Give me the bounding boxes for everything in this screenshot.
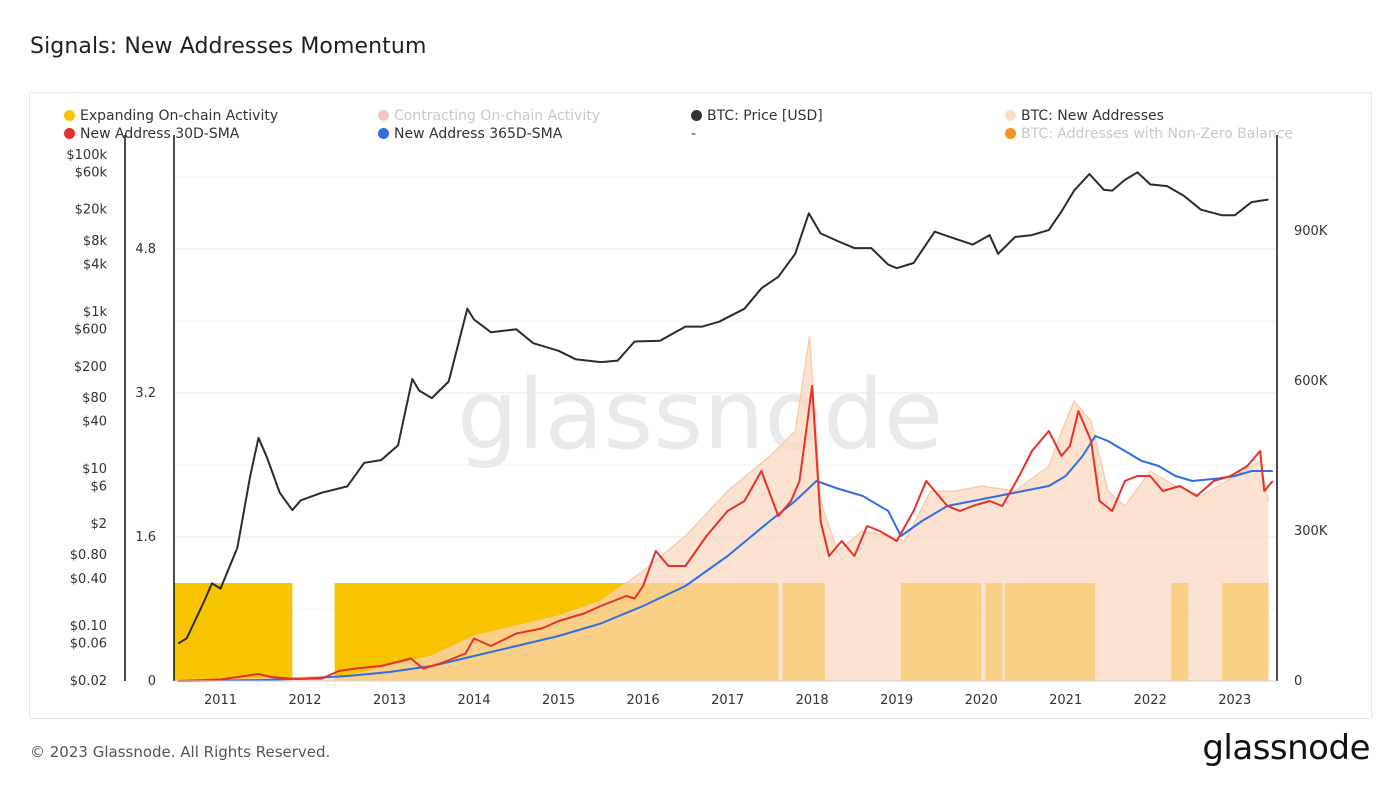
x-tick-label: 2019 <box>880 693 913 708</box>
x-tick-label: 2020 <box>965 693 998 708</box>
signal-tick-label: 3.2 <box>135 386 156 401</box>
price-tick-label: $80 <box>82 391 107 406</box>
price-tick-label: $0.06 <box>70 637 107 652</box>
x-tick-label: 2018 <box>796 693 829 708</box>
price-tick-label: $8k <box>83 234 108 249</box>
expanding-region <box>174 583 293 681</box>
legend-label: Contracting On-chain Activity <box>394 108 600 124</box>
legend-swatch <box>64 110 75 121</box>
series-line-new-address-30d-sma <box>178 385 1274 682</box>
legend-swatch <box>64 128 75 139</box>
chart-panel: glassnode $100k $60k $20k $8k $4k $1k $600 $200… <box>29 92 1372 719</box>
signal-tick-label: 0 <box>148 674 156 689</box>
address-tick-label: 300K <box>1294 524 1328 539</box>
x-tick-label: 2021 <box>1049 693 1082 708</box>
legend-label: BTC: New Addresses <box>1021 108 1164 124</box>
watermark-text: glassnode <box>457 359 943 471</box>
series-layer <box>177 171 1274 682</box>
legend-swatch <box>378 110 389 121</box>
series-line-btc-price-usd <box>177 171 1269 645</box>
price-tick-label: $1k <box>83 305 108 320</box>
series-line-new-address-365d-sma <box>178 435 1273 682</box>
legend-label: BTC: Addresses with Non-Zero Balance <box>1021 126 1294 142</box>
legend-item[interactable]: BTC: Addresses with Non-Zero Balance <box>1005 125 1293 143</box>
series-area-btc-new-addresses <box>178 336 1269 681</box>
price-tick-label: $60k <box>75 165 108 180</box>
x-tick-label: 2011 <box>204 693 237 708</box>
x-tick-label: 2015 <box>542 693 575 708</box>
legend-swatch <box>1005 128 1016 139</box>
legend-swatch <box>1005 110 1016 121</box>
address-tick-label: 900K <box>1294 224 1328 239</box>
signal-tick-label: 4.8 <box>135 242 156 257</box>
x-tick-label: 2016 <box>627 693 660 708</box>
legend-label: New Address 365D-SMA <box>394 126 563 142</box>
address-tick-label: 600K <box>1294 374 1328 389</box>
price-tick-label: $200 <box>74 360 107 375</box>
x-tick-label: 2013 <box>373 693 406 708</box>
legend-item[interactable]: Contracting On-chain Activity <box>378 107 600 125</box>
legend-label: New Address 30D-SMA <box>80 126 240 142</box>
price-tick-label: $0.10 <box>70 619 107 634</box>
legend: Expanding On-chain Activity Contracting O… <box>30 93 1371 143</box>
price-tick-label: $20k <box>75 203 108 218</box>
legend-item[interactable]: New Address 30D-SMA <box>64 125 239 143</box>
x-tick-label: 2012 <box>288 693 321 708</box>
price-tick-label: $2 <box>90 517 107 532</box>
series-line-btc-new-addresses <box>178 335 1270 682</box>
x-tick-label: 2017 <box>711 693 744 708</box>
price-tick-label: $0.40 <box>70 572 107 587</box>
signal-tick-label: 1.6 <box>135 530 156 545</box>
legend-label: - <box>691 126 697 142</box>
x-tick-label: 2014 <box>458 693 491 708</box>
legend-item[interactable]: Expanding On-chain Activity <box>64 107 278 125</box>
x-tick-label: 2023 <box>1218 693 1251 708</box>
price-tick-label: $0.02 <box>70 674 107 689</box>
x-tick-label: 2022 <box>1134 693 1167 708</box>
price-tick-label: $600 <box>74 322 107 337</box>
price-tick-label: $10 <box>82 462 107 477</box>
legend-label: BTC: Price [USD] <box>707 108 823 124</box>
legend-item[interactable]: BTC: Price [USD] <box>691 107 823 125</box>
legend-label: Expanding On-chain Activity <box>80 108 279 124</box>
legend-item[interactable]: New Address 365D-SMA <box>378 125 562 143</box>
legend-swatch <box>378 128 389 139</box>
legend-item[interactable]: - <box>691 125 696 143</box>
chart-svg: glassnode $100k$60k$20k$8k$4k$1k$600$200… <box>66 135 1328 708</box>
price-tick-label: $4k <box>83 258 108 273</box>
price-tick-label: $40 <box>82 415 107 430</box>
axes: $100k$60k$20k$8k$4k$1k$600$200$80$40$10$… <box>66 135 1328 708</box>
watermark: glassnode <box>457 359 943 471</box>
price-tick-label: $0.80 <box>70 548 107 563</box>
legend-swatch <box>691 110 702 121</box>
copyright-footer: © 2023 Glassnode. All Rights Reserved. <box>30 743 331 761</box>
price-tick-label: $100k <box>66 148 107 163</box>
price-tick-label: $6 <box>90 479 107 494</box>
legend-item[interactable]: BTC: New Addresses <box>1005 107 1164 125</box>
page-title: Signals: New Addresses Momentum <box>30 34 427 59</box>
brand-logo: glassnode <box>1202 728 1370 768</box>
address-tick-label: 0 <box>1294 674 1302 689</box>
